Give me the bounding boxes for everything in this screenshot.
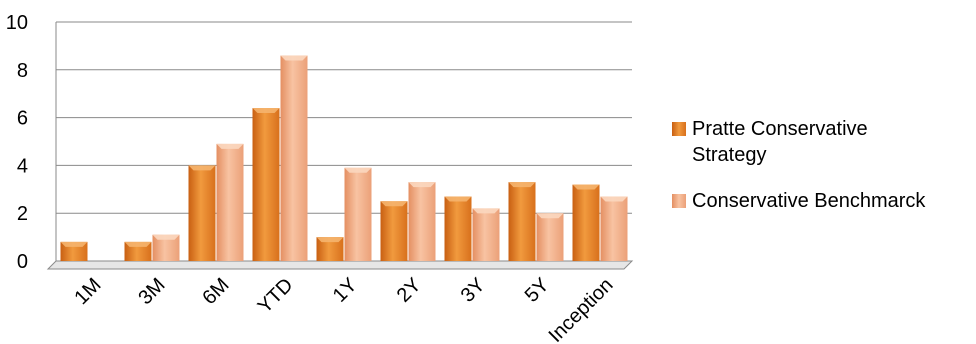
bar-top bbox=[344, 167, 372, 173]
bar-benchmark bbox=[536, 213, 564, 261]
x-tick-label: 3Y bbox=[457, 274, 490, 307]
bar-top bbox=[380, 201, 408, 207]
x-tick-label: 5Y bbox=[521, 274, 554, 307]
bar-top bbox=[572, 184, 600, 190]
bar-top bbox=[60, 241, 88, 247]
legend: Pratte Conservative Strategy Conservative… bbox=[672, 116, 972, 234]
x-tick-label: YTD bbox=[254, 274, 298, 318]
bar-strategy bbox=[188, 165, 216, 261]
bar-benchmark bbox=[344, 167, 372, 261]
bar-strategy bbox=[316, 237, 344, 261]
bar-top bbox=[444, 196, 472, 202]
bar-top bbox=[152, 234, 180, 240]
bar-top bbox=[600, 196, 628, 202]
bar-strategy bbox=[380, 201, 408, 261]
bar-benchmark bbox=[408, 182, 436, 261]
x-tick-label: 1M bbox=[70, 274, 105, 309]
bar-benchmark bbox=[280, 55, 308, 262]
bar-top bbox=[124, 241, 152, 247]
y-tick-label: 10 bbox=[6, 12, 28, 34]
legend-label: Pratte Conservative Strategy bbox=[692, 118, 868, 166]
x-tick-label: 6M bbox=[198, 274, 233, 309]
bar-top bbox=[280, 55, 308, 61]
x-tick-label: 1Y bbox=[329, 274, 362, 307]
bars bbox=[60, 55, 628, 262]
legend-swatch bbox=[672, 194, 686, 208]
y-tick-label: 8 bbox=[17, 60, 28, 82]
legend-label: Conservative Benchmarck bbox=[692, 190, 926, 212]
bar-top bbox=[188, 165, 216, 171]
x-tick-label: Inception bbox=[545, 274, 618, 344]
y-axis-ticks: 0 2 4 6 8 10 bbox=[6, 12, 28, 273]
bar-top bbox=[472, 208, 500, 214]
y-tick-label: 0 bbox=[17, 251, 28, 273]
bar-benchmark bbox=[216, 143, 244, 261]
bar-strategy bbox=[444, 196, 472, 261]
legend-swatch bbox=[672, 122, 686, 136]
gridlines bbox=[46, 21, 634, 270]
bar-top bbox=[408, 182, 436, 188]
bar-top bbox=[508, 182, 536, 188]
bar-strategy bbox=[572, 184, 600, 261]
bar-top bbox=[316, 237, 344, 243]
legend-item: Pratte Conservative Strategy bbox=[672, 116, 972, 168]
bar-top bbox=[536, 213, 564, 219]
y-tick-label: 6 bbox=[17, 108, 28, 130]
bar-benchmark bbox=[600, 196, 628, 261]
chart-floor bbox=[46, 260, 634, 270]
bar-top bbox=[216, 143, 244, 149]
x-tick-label: 2Y bbox=[393, 274, 426, 307]
bar-strategy bbox=[252, 108, 280, 261]
bar-top bbox=[252, 108, 280, 114]
y-tick-label: 4 bbox=[17, 155, 28, 177]
x-tick-label: 3M bbox=[134, 274, 169, 309]
bar-benchmark bbox=[472, 208, 500, 261]
y-tick-label: 2 bbox=[17, 203, 28, 225]
legend-item: Conservative Benchmarck bbox=[672, 188, 972, 214]
bar-strategy bbox=[508, 182, 536, 261]
